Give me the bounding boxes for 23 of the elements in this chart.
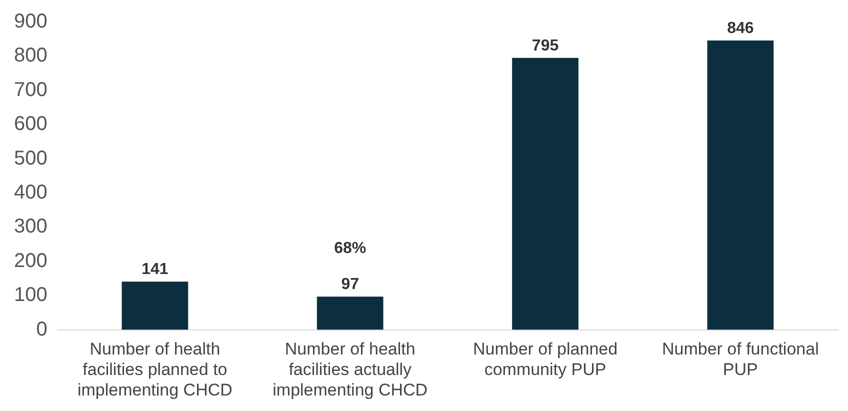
x-tick-label: Number of health facilities actually implementing CHCD (272, 340, 428, 400)
bar (122, 282, 188, 330)
data-label: 141 (142, 260, 168, 278)
x-tick-label: Number of planned community PUP (472, 340, 618, 380)
x-tick-label: Number of health facilities planned to implementing CHCD (77, 340, 232, 400)
data-label: 846 (727, 20, 754, 37)
y-tick-label: 600 (14, 113, 48, 136)
x-tick-label: Number of functional PUP (662, 340, 819, 380)
data-label: 795 (532, 37, 559, 54)
y-tick-label: 0 (36, 318, 48, 340)
bar (316, 296, 384, 330)
bar (512, 58, 578, 330)
y-tick-label: 800 (14, 44, 48, 67)
bar (707, 40, 774, 330)
y-tick-label: 300 (14, 216, 48, 238)
y-tick-label: 900 (14, 10, 48, 33)
y-tick-label: 400 (14, 182, 48, 204)
data-label: 97 (341, 276, 360, 294)
y-tick-label: 500 (14, 147, 48, 170)
y-tick-label: 200 (14, 250, 48, 272)
y-tick-label: 100 (14, 284, 48, 306)
annotation: 68% (334, 240, 366, 258)
y-tick-label: 700 (14, 78, 48, 101)
